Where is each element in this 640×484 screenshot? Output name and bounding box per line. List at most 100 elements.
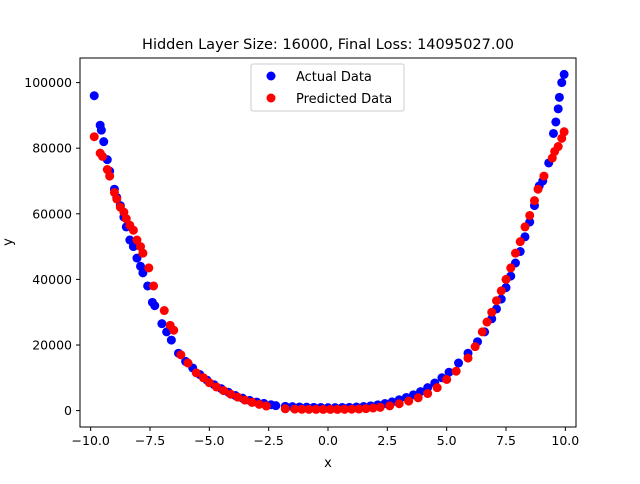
actual-data-point [444, 367, 454, 377]
predicted-data-point [159, 306, 169, 316]
predicted-data-point [290, 404, 300, 414]
predicted-data-point [340, 404, 350, 414]
legend-marker-predicted [266, 93, 276, 103]
x-tick-label: −2.5 [253, 433, 283, 448]
predicted-data-point [105, 171, 115, 181]
axes-layer: −10.0 −7.5 −5.0 −2.5 0.0 2.5 5.0 7.5 10.0 0 20000 4… [24, 75, 579, 448]
predicted-data-point [226, 389, 236, 399]
actual-data-point [551, 117, 561, 127]
data-points-layer [89, 69, 569, 414]
predicted-data-point [280, 404, 290, 414]
legend-marker-actual [266, 71, 276, 81]
predicted-data-point [240, 395, 250, 405]
legend-label-predicted: Predicted Data [296, 92, 392, 107]
y-tick-label: 80000 [32, 141, 72, 156]
predicted-data-point [219, 386, 229, 396]
predicted-data-point [491, 296, 501, 306]
predicted-data-point [132, 235, 142, 245]
y-tick-label: 20000 [32, 338, 72, 353]
chart-title: Hidden Layer Size: 16000, Final Loss: 14… [142, 37, 514, 53]
predicted-data-point [470, 342, 480, 352]
predicted-data-point [112, 194, 122, 204]
actual-data-point [132, 253, 142, 263]
actual-data-point [553, 104, 563, 114]
predicted-data-point [525, 210, 535, 220]
y-tick-label: 100000 [24, 75, 72, 90]
predicted-data-point [539, 171, 549, 181]
predicted-data-point [451, 366, 461, 376]
predicted-data-point [385, 401, 395, 411]
predicted-data-point [347, 404, 357, 414]
actual-data-point [138, 268, 148, 278]
predicted-data-point [311, 404, 321, 414]
predicted-data-point [183, 358, 193, 368]
predicted-data-point [325, 404, 335, 414]
actual-data-point [548, 128, 558, 138]
predicted-data-point [128, 225, 138, 235]
predicted-data-point [191, 368, 201, 378]
predicted-data-point [501, 274, 511, 284]
predicted-data-point [144, 263, 154, 273]
predicted-data-point [506, 263, 516, 273]
predicted-data-point [361, 404, 371, 414]
predicted-data-point [559, 127, 569, 137]
y-tick-label: 60000 [32, 206, 72, 221]
actual-data-point [166, 335, 176, 345]
x-tick-label: −5.0 [194, 433, 224, 448]
predicted-data-point [254, 399, 264, 409]
actual-data-point [150, 301, 160, 311]
plot-frame [79, 57, 577, 428]
predicted-data-point [394, 399, 404, 409]
predicted-data-point [533, 184, 543, 194]
predicted-data-point [247, 397, 257, 407]
predicted-data-point [176, 350, 186, 360]
series-predicted-data [89, 127, 569, 414]
x-tick-label: 0.0 [318, 433, 338, 448]
predicted-data-point [98, 151, 108, 161]
predicted-data-point [477, 327, 487, 337]
predicted-data-point [404, 396, 414, 406]
predicted-data-point [368, 403, 378, 413]
predicted-data-point [375, 402, 385, 412]
predicted-data-point [89, 132, 99, 142]
predicted-data-point [520, 222, 530, 232]
predicted-data-point [487, 307, 497, 317]
predicted-data-point [318, 404, 328, 414]
actual-data-point [89, 91, 99, 101]
y-tick-label: 40000 [32, 272, 72, 287]
predicted-data-point [233, 392, 243, 402]
predicted-data-point [553, 142, 563, 152]
predicted-data-point [482, 317, 492, 327]
actual-data-point [162, 327, 172, 337]
x-tick-label: 7.5 [496, 433, 516, 448]
predicted-data-point [354, 404, 364, 414]
predicted-data-point [198, 373, 208, 383]
predicted-data-point [304, 404, 314, 414]
actual-data-point [125, 235, 135, 245]
legend-label-actual: Actual Data [296, 70, 372, 85]
x-tick-label: 10.0 [551, 433, 579, 448]
predicted-data-point [261, 401, 271, 411]
predicted-data-point [297, 404, 307, 414]
predicted-data-point [332, 404, 342, 414]
predicted-data-point [211, 382, 221, 392]
y-axis-label: y [1, 238, 16, 246]
predicted-data-point [529, 196, 539, 206]
predicted-data-point [138, 248, 148, 258]
predicted-data-point [515, 237, 525, 247]
predicted-data-point [432, 383, 442, 393]
predicted-data-point [204, 378, 214, 388]
predicted-data-point [413, 393, 423, 403]
actual-data-point [128, 242, 138, 252]
actual-data-point [454, 358, 464, 368]
x-tick-label: −7.5 [135, 433, 165, 448]
predicted-data-point [442, 374, 452, 384]
predicted-data-point [169, 325, 179, 335]
actual-data-point [559, 69, 569, 79]
predicted-data-point [121, 214, 131, 224]
predicted-data-point [510, 248, 520, 258]
predicted-data-point [423, 389, 433, 399]
actual-data-point [271, 401, 281, 411]
